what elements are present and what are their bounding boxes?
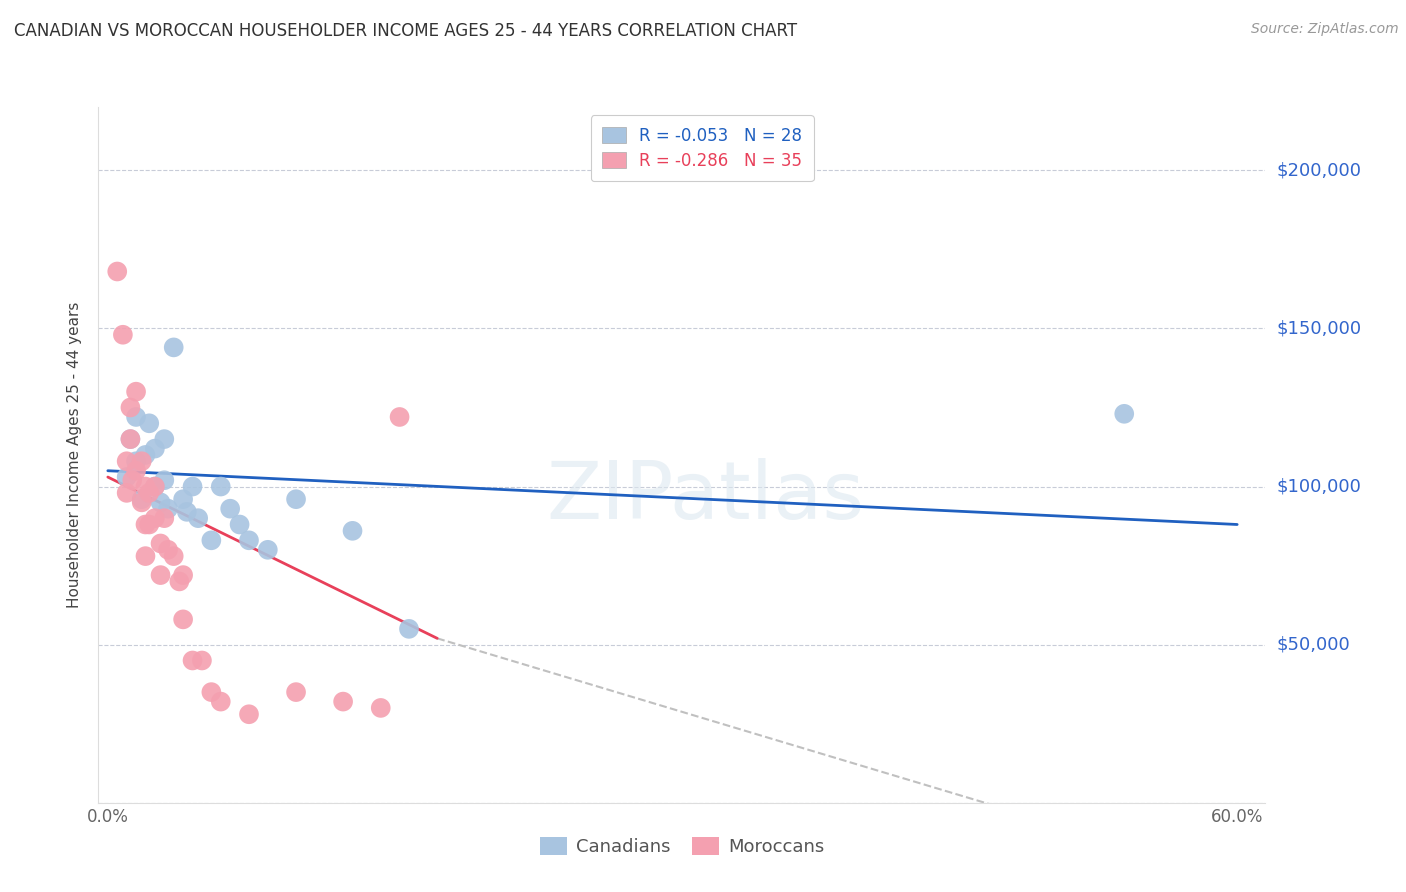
Point xyxy=(163,340,186,354)
Point xyxy=(228,517,250,532)
Point xyxy=(131,454,153,468)
Point xyxy=(149,568,172,582)
Point xyxy=(219,501,242,516)
Text: $50,000: $50,000 xyxy=(1277,636,1350,654)
Point xyxy=(153,511,176,525)
Point xyxy=(115,486,138,500)
Point xyxy=(115,470,138,484)
Point xyxy=(125,454,148,468)
Point xyxy=(120,432,142,446)
Text: $150,000: $150,000 xyxy=(1277,319,1361,337)
Point xyxy=(169,574,191,589)
Point xyxy=(143,479,166,493)
Point xyxy=(176,505,198,519)
Point xyxy=(285,492,308,507)
Point xyxy=(131,492,153,507)
Point xyxy=(125,384,148,399)
Text: $200,000: $200,000 xyxy=(1277,161,1361,179)
Point xyxy=(181,653,204,667)
Point xyxy=(163,549,186,563)
Point xyxy=(172,568,194,582)
Point xyxy=(153,473,176,487)
Point xyxy=(138,517,160,532)
Point xyxy=(388,409,411,424)
Text: $100,000: $100,000 xyxy=(1277,477,1361,496)
Legend: Canadians, Moroccans: Canadians, Moroccans xyxy=(533,830,831,863)
Point xyxy=(149,536,172,550)
Text: Source: ZipAtlas.com: Source: ZipAtlas.com xyxy=(1251,22,1399,37)
Point xyxy=(134,448,156,462)
Point xyxy=(134,479,156,493)
Point xyxy=(143,479,166,493)
Point xyxy=(143,442,166,456)
Point xyxy=(134,549,156,563)
Point xyxy=(105,264,128,278)
Point xyxy=(342,524,364,538)
Text: CANADIAN VS MOROCCAN HOUSEHOLDER INCOME AGES 25 - 44 YEARS CORRELATION CHART: CANADIAN VS MOROCCAN HOUSEHOLDER INCOME … xyxy=(14,22,797,40)
Point xyxy=(191,653,214,667)
Point xyxy=(256,542,278,557)
Point xyxy=(209,479,232,493)
Point xyxy=(153,432,176,446)
Point xyxy=(120,401,142,415)
Point xyxy=(143,511,166,525)
Point xyxy=(238,707,260,722)
Point xyxy=(370,701,392,715)
Point xyxy=(157,501,180,516)
Point xyxy=(1114,407,1136,421)
Point xyxy=(398,622,420,636)
Y-axis label: Householder Income Ages 25 - 44 years: Householder Income Ages 25 - 44 years xyxy=(67,301,83,608)
Point xyxy=(125,409,148,424)
Point xyxy=(134,517,156,532)
Text: ZIPatlas: ZIPatlas xyxy=(546,458,865,536)
Point xyxy=(138,486,160,500)
Point xyxy=(332,695,354,709)
Point xyxy=(115,454,138,468)
Point xyxy=(200,685,222,699)
Point xyxy=(125,464,148,478)
Point xyxy=(238,533,260,548)
Point xyxy=(138,417,160,431)
Point xyxy=(209,695,232,709)
Point xyxy=(131,495,153,509)
Point xyxy=(172,612,194,626)
Point xyxy=(120,432,142,446)
Point xyxy=(285,685,308,699)
Point xyxy=(181,479,204,493)
Point xyxy=(157,542,180,557)
Point xyxy=(172,492,194,507)
Point xyxy=(121,473,143,487)
Point xyxy=(149,495,172,509)
Point xyxy=(200,533,222,548)
Point xyxy=(111,327,134,342)
Point xyxy=(187,511,209,525)
